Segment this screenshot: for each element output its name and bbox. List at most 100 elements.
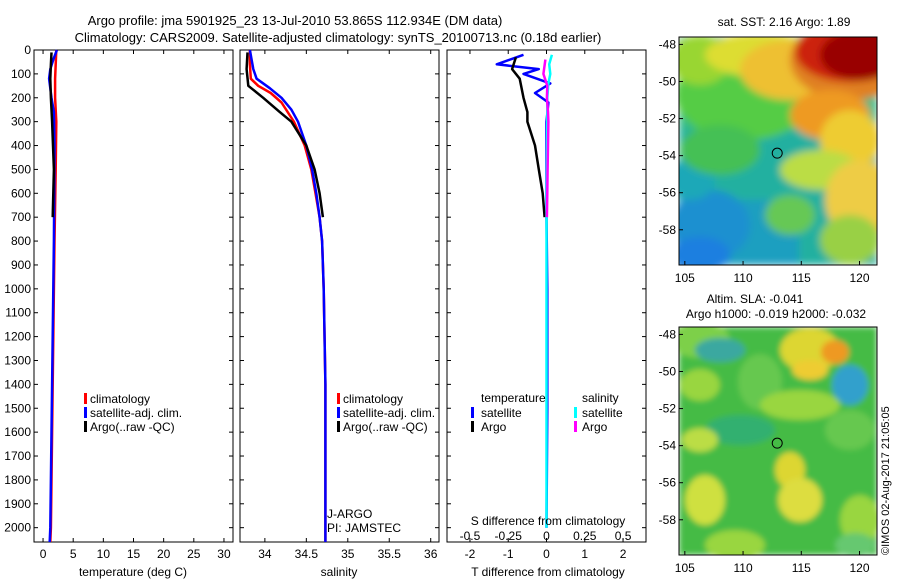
series-line-s-argo xyxy=(542,59,550,218)
temperature-lines xyxy=(47,49,59,543)
x-tick-label: 0 xyxy=(40,547,47,561)
lat-tick-label: -54 xyxy=(659,149,677,163)
x-tick-label: 36 xyxy=(424,547,438,561)
depth-tick-label: 1100 xyxy=(5,306,31,320)
lon-tick-label: 110 xyxy=(733,271,752,285)
temperature-plot-frame xyxy=(33,49,234,543)
imos-stamp: ©IMOS 02-Aug-2017 21:05:05 xyxy=(880,406,892,555)
legend-title-temperature: temperature xyxy=(481,391,546,405)
sst-heatmap xyxy=(679,37,877,265)
legend-swatch-climatology xyxy=(84,393,87,404)
lat-tick-label: -58 xyxy=(659,223,677,237)
x-tick-label: 0 xyxy=(543,547,550,561)
legend-swatch-satellite xyxy=(337,407,340,418)
salinity-xlabel: salinity xyxy=(321,565,358,579)
legend-label-s-satellite: satellite xyxy=(582,406,623,420)
depth-tick-label: 100 xyxy=(11,67,31,81)
difference-panel: -2 -1 0 1 2 -0.5 -0.25 0 0.25 0.5 S difference fr… xyxy=(446,49,647,579)
legend-label-satellite: satellite-adj. clim. xyxy=(343,406,435,420)
legend-label-argo: Argo(..raw -QC) xyxy=(90,420,175,434)
depth-tick-label: 700 xyxy=(11,210,31,224)
legend-swatch-satellite xyxy=(84,407,87,418)
x-tick-label: 2 xyxy=(620,547,627,561)
x-tick-label: 15 xyxy=(127,547,141,561)
salinity-ticks: 34 34.5 35 35.5 36 xyxy=(240,49,439,561)
x-tick-label: 35 xyxy=(341,547,355,561)
lon-tick-label: 110 xyxy=(733,561,752,575)
x-tick-label: 34.5 xyxy=(295,547,319,561)
temperature-xlabel: temperature (deg C) xyxy=(79,565,187,579)
depth-tick-label: 1200 xyxy=(4,330,31,344)
lat-tick-label: -56 xyxy=(659,476,677,490)
sla-map-frame xyxy=(678,326,878,556)
depth-tick-label: 1700 xyxy=(4,449,31,463)
series-line-argo-raw-qc- xyxy=(245,52,325,218)
x-tick-label: 35.5 xyxy=(378,547,402,561)
salinity-annotation-program: J-ARGO xyxy=(327,507,372,521)
depth-tick-label: 0 xyxy=(24,43,31,57)
legend-label-t-argo: Argo xyxy=(481,420,507,434)
salinity-legend: climatology satellite-adj. clim. Argo(..… xyxy=(337,392,435,434)
sst-map-panel: sat. SST: 2.16 Argo: 1.89 xyxy=(659,15,878,285)
lon-tick-label: 120 xyxy=(850,271,870,285)
x-tick-label: 20 xyxy=(157,547,171,561)
x-tick-label: 5 xyxy=(70,547,77,561)
lon-tick-label: 105 xyxy=(675,561,695,575)
sst-map-frame xyxy=(678,36,878,266)
lon-tick-label: 105 xyxy=(675,271,695,285)
x-tick-label: 1 xyxy=(581,547,588,561)
series-line-argo-raw-qc- xyxy=(49,52,56,218)
legend-label-climatology: climatology xyxy=(343,392,403,406)
legend-label-s-argo: Argo xyxy=(582,420,608,434)
figure-title-line1: Argo profile: jma 5901925_23 13-Jul-2010… xyxy=(88,13,503,28)
lon-tick-label: 120 xyxy=(850,561,870,575)
difference-ticks: -2 -1 0 1 2 -0.5 -0.25 0 0.25 0.5 xyxy=(447,49,646,561)
x-tick-label: 25 xyxy=(187,547,201,561)
depth-tick-label: 1400 xyxy=(4,377,31,391)
salinity-annotation-pi: PI: JAMSTEC xyxy=(327,521,401,535)
legend-label-satellite: satellite-adj. clim. xyxy=(90,406,182,420)
difference-lines xyxy=(495,53,554,528)
lat-tick-label: -50 xyxy=(659,74,677,88)
s-diff-tick-label: -0.5 xyxy=(460,529,481,543)
depth-tick-label: 900 xyxy=(11,258,31,272)
salinity-lines xyxy=(245,49,327,542)
legend-swatch-t-argo xyxy=(471,421,474,432)
legend-title-salinity: salinity xyxy=(582,391,619,405)
depth-tick-label: 400 xyxy=(11,139,31,153)
difference-xlabel: T difference from climatology xyxy=(471,565,625,579)
legend-swatch-climatology xyxy=(337,393,340,404)
depth-tick-label: 1000 xyxy=(4,282,31,296)
s-diff-tick-label: -0.25 xyxy=(495,529,523,543)
lat-tick-label: -48 xyxy=(659,37,677,51)
x-tick-label: 30 xyxy=(217,547,231,561)
depth-tick-label: 1900 xyxy=(4,497,31,511)
legend-label-climatology: climatology xyxy=(90,392,150,406)
salinity-panel: 34 34.5 35 35.5 36 salinity climatology sate… xyxy=(239,49,440,579)
depth-tick-label: 2000 xyxy=(4,521,31,535)
lon-tick-label: 115 xyxy=(792,561,811,575)
sst-map-title: sat. SST: 2.16 Argo: 1.89 xyxy=(718,15,851,29)
sla-map-panel: Altim. SLA: -0.041 Argo h1000: -0.019 h2… xyxy=(659,292,878,575)
depth-tick-label: 600 xyxy=(11,186,31,200)
figure-title-line2: Climatology: CARS2009. Satellite-adjuste… xyxy=(75,30,602,45)
sla-argo-marker xyxy=(771,437,783,449)
legend-swatch-argo xyxy=(337,421,340,432)
depth-tick-label: 300 xyxy=(11,115,31,129)
legend-swatch-s-satellite xyxy=(574,407,577,418)
sst-map-ticks: 105 110 115 120 -48 -50 -52 -54 -56 -58 xyxy=(659,37,870,285)
temperature-legend: climatology satellite-adj. clim. Argo(..… xyxy=(84,392,182,434)
lon-tick-label: 115 xyxy=(792,271,811,285)
sla-map-subtitle: Argo h1000: -0.019 h2000: -0.032 xyxy=(686,307,866,321)
sla-heatmap xyxy=(679,327,877,555)
depth-tick-label: 500 xyxy=(11,162,31,176)
legend-label-argo: Argo(..raw -QC) xyxy=(343,420,428,434)
legend-swatch-t-satellite xyxy=(471,407,474,418)
lat-tick-label: -54 xyxy=(659,439,677,453)
depth-tick-label: 1600 xyxy=(4,425,31,439)
temperature-ticks: 0100200300400500600700800900100011001200… xyxy=(4,43,233,561)
s-diff-tick-label: 0.25 xyxy=(573,529,597,543)
lat-tick-label: -52 xyxy=(659,402,677,416)
s-diff-tick-label: 0.5 xyxy=(615,529,632,543)
